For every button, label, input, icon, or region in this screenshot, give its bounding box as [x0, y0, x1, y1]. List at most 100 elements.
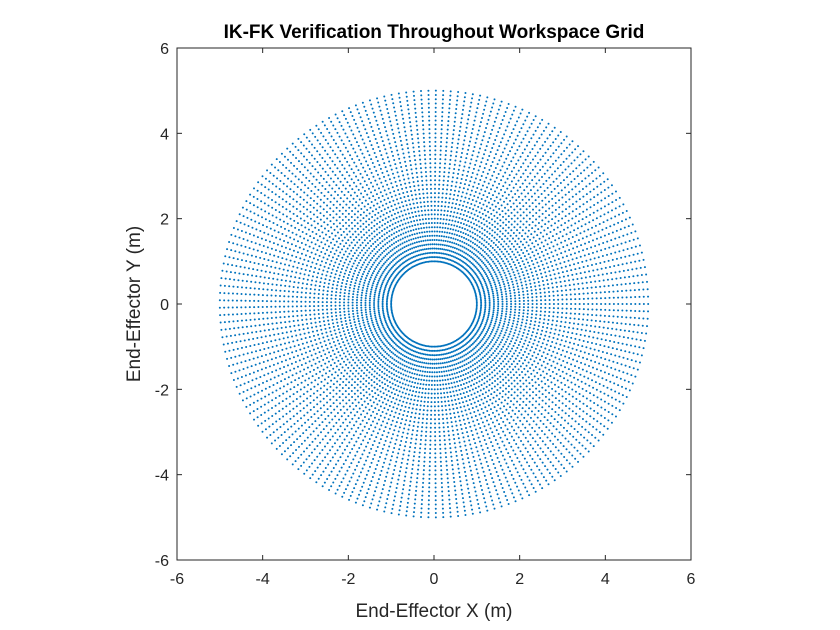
- scatter-point: [470, 203, 473, 206]
- scatter-point: [519, 385, 522, 388]
- scatter-point: [450, 189, 452, 192]
- scatter-point: [386, 246, 389, 249]
- scatter-point: [420, 209, 423, 212]
- scatter-point: [404, 423, 407, 426]
- scatter-point: [565, 307, 568, 310]
- scatter-point: [368, 306, 371, 309]
- scatter-point: [482, 402, 485, 405]
- scatter-point: [517, 237, 520, 240]
- scatter-point: [516, 223, 519, 226]
- scatter-point: [483, 251, 486, 254]
- scatter-point: [407, 410, 410, 413]
- scatter-point: [315, 262, 318, 265]
- scatter-point: [381, 171, 384, 174]
- scatter-point: [377, 243, 380, 246]
- scatter-point: [352, 408, 355, 411]
- scatter-point: [431, 243, 434, 246]
- scatter-point: [356, 274, 359, 277]
- scatter-point: [491, 421, 494, 424]
- scatter-point: [335, 314, 338, 317]
- scatter-point: [399, 347, 402, 350]
- scatter-point: [390, 214, 393, 217]
- scatter-point: [343, 272, 346, 275]
- scatter-point: [321, 301, 324, 304]
- scatter-point: [314, 338, 317, 341]
- scatter-point: [391, 382, 394, 385]
- scatter-point: [431, 354, 434, 357]
- scatter-point: [518, 294, 521, 297]
- scatter-point: [526, 293, 529, 296]
- scatter-point: [433, 388, 436, 391]
- scatter-point: [471, 217, 474, 220]
- scatter-point: [571, 258, 574, 261]
- scatter-point: [551, 286, 554, 289]
- scatter-point: [478, 201, 481, 204]
- scatter-point: [386, 265, 389, 268]
- scatter-point: [395, 421, 398, 424]
- scatter-point: [487, 314, 490, 317]
- scatter-point: [376, 217, 379, 220]
- scatter-point: [371, 215, 374, 218]
- scatter-point: [493, 385, 496, 388]
- scatter-point: [333, 329, 336, 332]
- scatter-point: [510, 223, 513, 226]
- scatter-point: [436, 383, 439, 386]
- scatter-point: [400, 257, 403, 260]
- scatter-point: [372, 185, 374, 188]
- scatter-point: [454, 229, 457, 232]
- scatter-point: [356, 341, 359, 344]
- scatter-point: [490, 286, 493, 289]
- scatter-point: [349, 411, 352, 414]
- scatter-point: [491, 328, 494, 331]
- scatter-point: [367, 402, 370, 405]
- scatter-point: [505, 242, 508, 245]
- scatter-point: [521, 376, 524, 379]
- scatter-point: [420, 249, 423, 252]
- scatter-point: [532, 369, 535, 372]
- scatter-point: [365, 331, 368, 334]
- scatter-point: [394, 336, 397, 339]
- scatter-point: [404, 383, 407, 386]
- scatter-point: [351, 233, 354, 236]
- scatter-point: [316, 347, 319, 350]
- scatter-point: [550, 364, 553, 367]
- scatter-point: [360, 339, 363, 342]
- scatter-point: [485, 220, 488, 223]
- scatter-point: [364, 328, 367, 331]
- scatter-point: [484, 303, 487, 305]
- scatter-point: [525, 379, 528, 382]
- scatter-point: [441, 230, 444, 233]
- scatter-point: [528, 394, 531, 397]
- scatter-point: [382, 326, 385, 329]
- scatter-point: [556, 267, 559, 270]
- scatter-point: [513, 253, 516, 256]
- scatter-point: [402, 453, 405, 456]
- scatter-point: [469, 345, 471, 348]
- scatter-point: [478, 315, 481, 318]
- scatter-point: [575, 348, 578, 351]
- scatter-point: [342, 206, 344, 209]
- scatter-point: [316, 403, 319, 406]
- scatter-point: [513, 332, 516, 335]
- scatter-point: [373, 386, 376, 389]
- scatter-point: [405, 351, 408, 354]
- scatter-point: [396, 407, 399, 410]
- scatter-point: [504, 181, 507, 184]
- scatter-point: [498, 262, 501, 265]
- scatter-point: [364, 299, 367, 302]
- scatter-point: [360, 162, 363, 165]
- scatter-point: [483, 280, 486, 283]
- scatter-point: [551, 394, 554, 397]
- scatter-point: [535, 387, 538, 390]
- scatter-point: [345, 402, 348, 405]
- scatter-point: [377, 300, 380, 303]
- scatter-point: [365, 183, 368, 186]
- scatter-point: [567, 259, 570, 262]
- scatter-point: [327, 245, 330, 248]
- scatter-point: [355, 430, 358, 433]
- scatter-point: [561, 303, 564, 305]
- scatter-point: [325, 301, 328, 304]
- scatter-point: [438, 170, 441, 173]
- scatter-point: [368, 308, 371, 311]
- scatter-point: [388, 427, 391, 430]
